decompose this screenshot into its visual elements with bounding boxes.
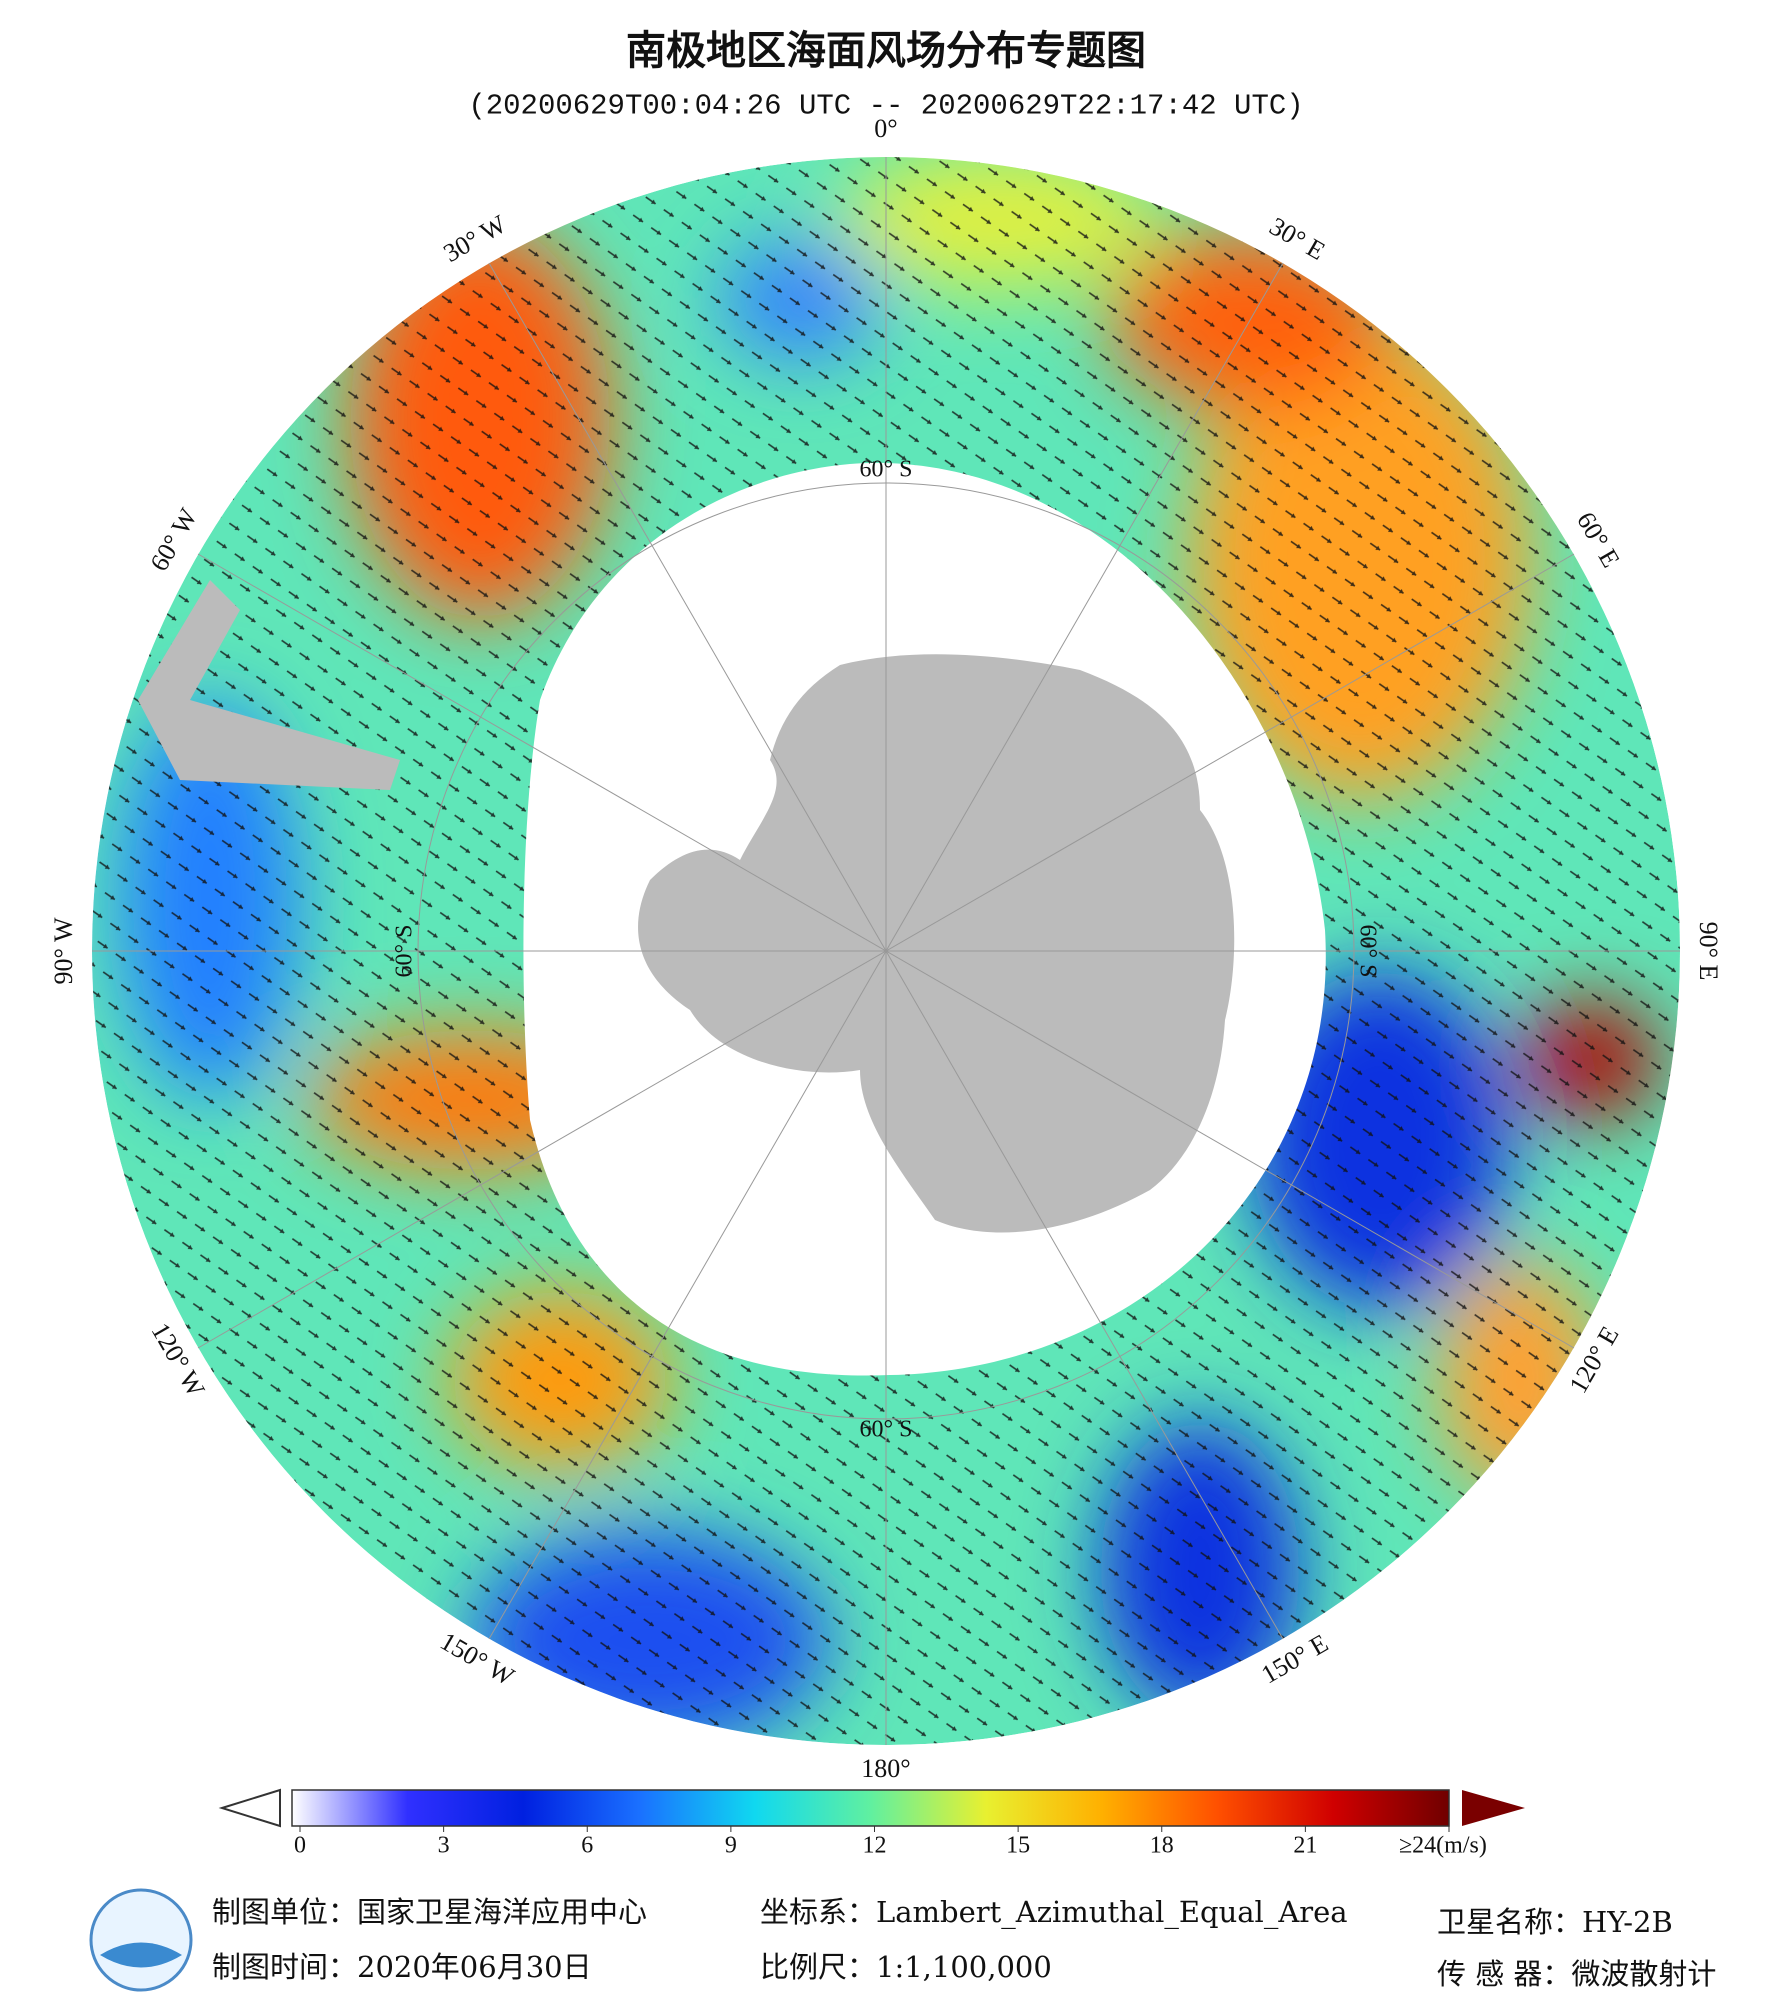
latitude-label: 60° S: [1354, 925, 1380, 978]
colorbar-tick-label: 6: [581, 1833, 593, 1859]
longitude-label: 90° E: [1694, 922, 1723, 981]
colorbar-tick-label: 15: [1006, 1833, 1030, 1859]
sensor: 传 感 器：微波散射计: [1437, 1957, 1716, 1991]
longitude-label: 180°: [861, 1754, 910, 1783]
latitude-label: 60° S: [392, 925, 418, 978]
title: 南极地区海面风场分布专题图: [626, 27, 1146, 74]
latitude-label: 60° S: [860, 1417, 913, 1443]
south-america: [138, 580, 400, 790]
colorbar-tick-label: 3: [438, 1833, 450, 1859]
colorbar-tick-label: 18: [1150, 1833, 1174, 1859]
projection: 坐标系：Lambert_Azimuthal_Equal_Area: [760, 1895, 1348, 1930]
colorbar-min-arrow: [218, 1788, 281, 1828]
satellite: 卫星名称：HY-2B: [1437, 1905, 1673, 1939]
map-date: 制图时间：2020年06月30日: [212, 1950, 592, 1984]
scale: 比例尺：1:1,100,000: [760, 1950, 1052, 1984]
colorbar-tick-label: 12: [863, 1833, 887, 1859]
colorbar-tick-label: 0: [294, 1833, 306, 1859]
longitude-label: 0°: [874, 114, 897, 143]
latitude-label: 60° S: [860, 457, 913, 483]
longitude-label: 30° E: [1265, 211, 1330, 266]
logo: [89, 1888, 193, 1992]
colorbar-tick-label: ≥24(m/s): [1399, 1833, 1487, 1859]
longitude-label: 90° W: [49, 917, 78, 984]
colorbar: [291, 1789, 1450, 1827]
subtitle: (20200629T00:04:26 UTC -- 20200629T22:17…: [468, 90, 1303, 123]
graticule: [92, 157, 1680, 1745]
colorbar-tick-label: 21: [1293, 1833, 1317, 1859]
colorbar-max-arrow: [1462, 1790, 1525, 1826]
map-unit: 制图单位：国家卫星海洋应用中心: [212, 1895, 647, 1929]
colorbar-tick-label: 9: [725, 1833, 737, 1859]
antarctica: [638, 654, 1235, 1233]
longitude-label: 60° E: [1571, 507, 1626, 572]
